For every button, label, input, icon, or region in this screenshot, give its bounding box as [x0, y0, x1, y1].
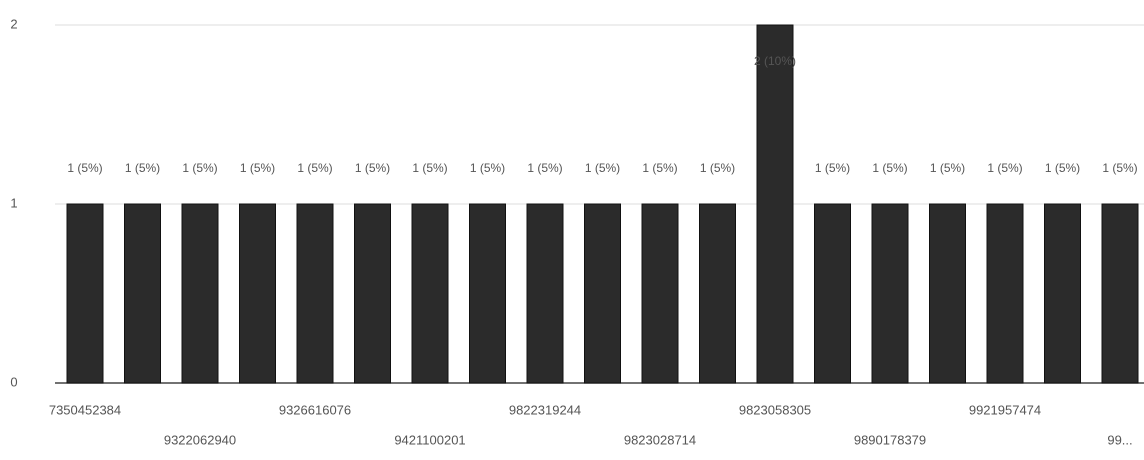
bar [699, 203, 736, 384]
value-label: 1 (5%) [67, 161, 102, 175]
value-label: 1 (5%) [987, 161, 1022, 175]
bar [756, 24, 794, 384]
x-tick-label: 9326616076 [279, 402, 351, 417]
bar [181, 203, 219, 384]
x-tick-label: 7350452384 [49, 402, 121, 417]
value-label: 2 (10%) [754, 54, 796, 68]
bar [641, 203, 679, 384]
bar [929, 203, 966, 384]
bar [124, 203, 161, 384]
x-tick-label: 9921957474 [969, 402, 1041, 417]
x-tick-label: 9421100201 [394, 432, 465, 447]
value-label: 1 (5%) [412, 161, 447, 175]
value-label: 1 (5%) [527, 161, 562, 175]
bar [986, 203, 1024, 384]
value-label: 1 (5%) [297, 161, 332, 175]
y-tick-label: 2 [10, 16, 17, 31]
value-label: 1 (5%) [585, 161, 620, 175]
bar [584, 203, 621, 384]
bar [469, 203, 506, 384]
value-label: 1 (5%) [355, 161, 390, 175]
bar [354, 203, 391, 384]
x-tick-label: 9322062940 [164, 432, 236, 447]
y-tick-label: 0 [10, 374, 17, 389]
bar [814, 203, 851, 384]
value-label: 1 (5%) [930, 161, 965, 175]
value-label: 1 (5%) [872, 161, 907, 175]
bar [66, 203, 104, 384]
x-tick-label: 99... [1107, 432, 1132, 447]
value-label: 1 (5%) [125, 161, 160, 175]
x-tick-label: 9823028714 [624, 432, 696, 447]
value-label: 1 (5%) [1102, 161, 1137, 175]
bar [871, 203, 909, 384]
x-tick-label: 9822319244 [509, 402, 581, 417]
value-label: 1 (5%) [815, 161, 850, 175]
value-label: 1 (5%) [240, 161, 275, 175]
value-label: 1 (5%) [470, 161, 505, 175]
y-tick-label: 1 [10, 195, 17, 210]
bar [296, 203, 334, 384]
value-label: 1 (5%) [700, 161, 735, 175]
value-label: 1 (5%) [1045, 161, 1080, 175]
value-label: 1 (5%) [642, 161, 677, 175]
bar [411, 203, 449, 384]
x-tick-label: 9890178379 [854, 432, 926, 447]
bar [1101, 203, 1139, 384]
value-label: 1 (5%) [182, 161, 217, 175]
bar [526, 203, 564, 384]
x-tick-label: 9823058305 [739, 402, 811, 417]
bar [239, 203, 276, 384]
bar [1044, 203, 1081, 384]
